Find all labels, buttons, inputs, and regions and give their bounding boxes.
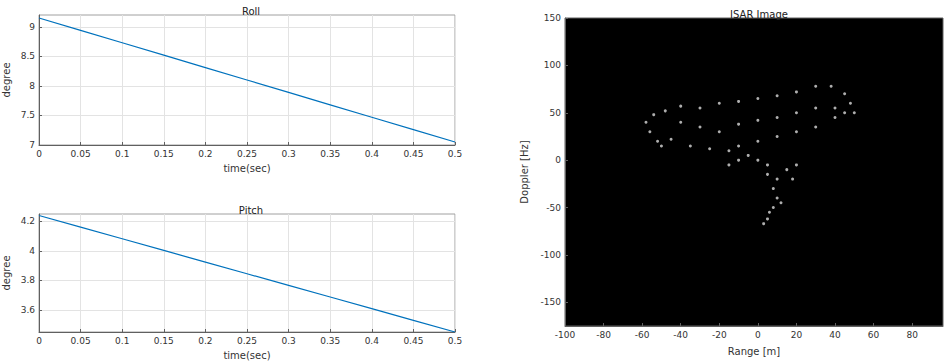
svg-text:Roll: Roll — [242, 6, 260, 17]
svg-text:time(sec): time(sec) — [223, 163, 270, 174]
svg-text:0.3: 0.3 — [281, 336, 295, 346]
svg-text:3.8: 3.8 — [21, 275, 36, 285]
svg-text:ISAR Image: ISAR Image — [730, 9, 788, 20]
svg-text:time(sec): time(sec) — [223, 350, 270, 361]
svg-text:degree: degree — [1, 62, 12, 97]
svg-text:-100: -100 — [541, 250, 562, 260]
svg-text:Range [m]: Range [m] — [728, 346, 781, 357]
svg-text:0.25: 0.25 — [237, 336, 257, 346]
svg-text:7.5: 7.5 — [21, 110, 35, 120]
svg-text:-100: -100 — [555, 330, 576, 340]
svg-text:-20: -20 — [712, 330, 727, 340]
svg-text:150: 150 — [544, 13, 561, 23]
svg-text:0.2: 0.2 — [198, 149, 212, 159]
svg-text:4.2: 4.2 — [21, 216, 35, 226]
svg-text:0.15: 0.15 — [154, 149, 174, 159]
svg-text:0: 0 — [36, 336, 42, 346]
svg-text:0.1: 0.1 — [115, 336, 129, 346]
svg-text:0.1: 0.1 — [115, 149, 129, 159]
svg-text:0.15: 0.15 — [154, 336, 174, 346]
svg-text:degree: degree — [1, 255, 12, 290]
svg-text:0.05: 0.05 — [71, 336, 91, 346]
svg-text:0: 0 — [555, 155, 561, 165]
svg-text:0: 0 — [755, 330, 761, 340]
svg-text:0.4: 0.4 — [365, 149, 380, 159]
svg-text:-150: -150 — [541, 297, 562, 307]
svg-text:40: 40 — [829, 330, 841, 340]
svg-text:0.4: 0.4 — [365, 336, 380, 346]
svg-text:80: 80 — [906, 330, 918, 340]
svg-text:-60: -60 — [635, 330, 650, 340]
svg-text:0.5: 0.5 — [448, 336, 462, 346]
svg-text:100: 100 — [544, 60, 561, 70]
svg-text:0.35: 0.35 — [320, 336, 340, 346]
svg-text:0.45: 0.45 — [403, 149, 423, 159]
svg-text:0.05: 0.05 — [71, 149, 91, 159]
svg-text:7: 7 — [29, 140, 35, 150]
svg-text:0.35: 0.35 — [320, 149, 340, 159]
svg-text:9: 9 — [29, 22, 35, 32]
svg-text:0.3: 0.3 — [281, 149, 295, 159]
svg-text:0: 0 — [36, 149, 42, 159]
svg-text:-40: -40 — [673, 330, 688, 340]
svg-text:-50: -50 — [546, 203, 561, 213]
svg-text:8.5: 8.5 — [21, 51, 35, 61]
svg-text:0.45: 0.45 — [403, 336, 423, 346]
svg-text:-80: -80 — [596, 330, 611, 340]
svg-text:50: 50 — [550, 108, 562, 118]
svg-text:Doppler [Hz]: Doppler [Hz] — [519, 140, 530, 203]
svg-text:8: 8 — [29, 81, 35, 91]
svg-text:3.6: 3.6 — [21, 305, 36, 315]
svg-text:0.25: 0.25 — [237, 149, 257, 159]
svg-text:Pitch: Pitch — [239, 205, 263, 216]
svg-text:60: 60 — [868, 330, 880, 340]
svg-text:20: 20 — [791, 330, 803, 340]
svg-text:0.5: 0.5 — [448, 149, 462, 159]
svg-text:0.2: 0.2 — [198, 336, 212, 346]
svg-text:4: 4 — [29, 246, 35, 256]
